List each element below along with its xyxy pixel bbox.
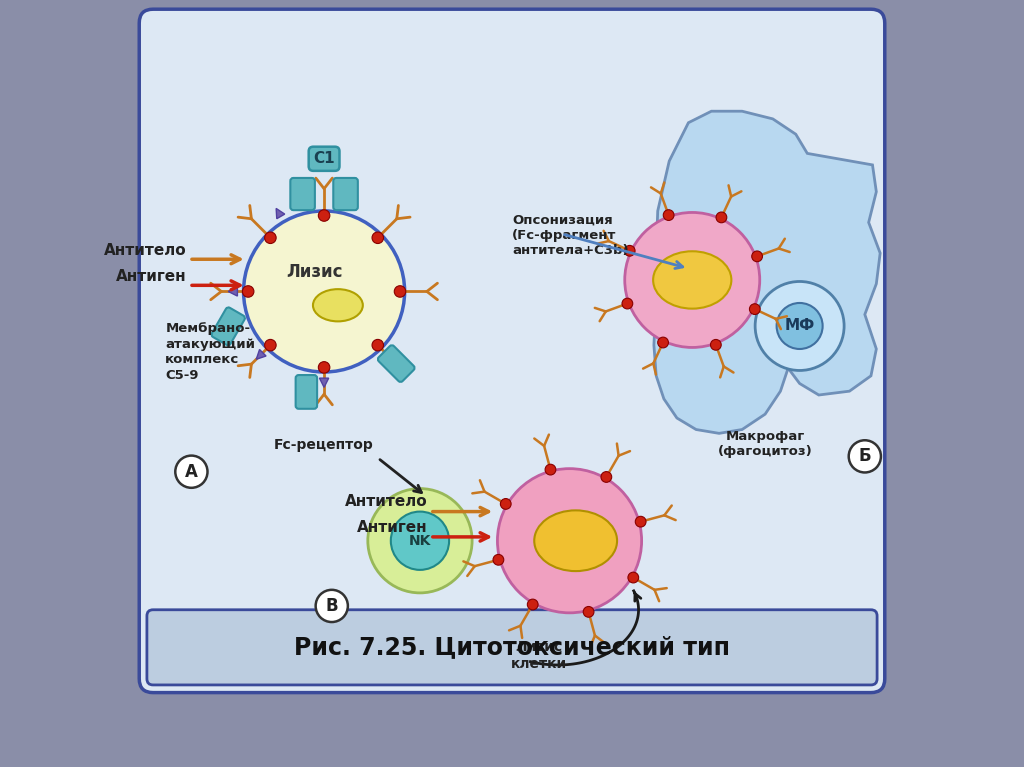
Circle shape xyxy=(372,340,384,351)
Circle shape xyxy=(849,440,881,472)
Polygon shape xyxy=(228,287,238,296)
Circle shape xyxy=(243,285,254,298)
Polygon shape xyxy=(256,350,266,359)
Circle shape xyxy=(527,599,538,610)
FancyBboxPatch shape xyxy=(139,9,885,693)
Circle shape xyxy=(716,212,727,222)
Circle shape xyxy=(752,251,763,262)
Circle shape xyxy=(625,212,760,347)
Text: Лизис: Лизис xyxy=(287,263,343,281)
Circle shape xyxy=(394,285,406,298)
Text: Антитело: Антитело xyxy=(345,494,428,509)
FancyBboxPatch shape xyxy=(212,308,245,345)
Text: МФ: МФ xyxy=(784,318,815,334)
Text: Лизис
клетки: Лизис клетки xyxy=(511,640,567,671)
Circle shape xyxy=(628,572,639,583)
Circle shape xyxy=(622,298,633,309)
Circle shape xyxy=(318,362,330,374)
Polygon shape xyxy=(654,111,881,433)
FancyBboxPatch shape xyxy=(291,178,315,210)
Circle shape xyxy=(545,464,556,475)
Text: Fc-рецептор: Fc-рецептор xyxy=(274,438,374,452)
Text: А: А xyxy=(185,463,198,481)
Circle shape xyxy=(635,516,646,527)
FancyBboxPatch shape xyxy=(378,345,415,382)
Circle shape xyxy=(372,232,384,243)
FancyBboxPatch shape xyxy=(146,610,878,685)
Text: Антиген: Антиген xyxy=(116,268,186,284)
Ellipse shape xyxy=(653,252,731,308)
Ellipse shape xyxy=(313,289,362,321)
Text: В: В xyxy=(326,597,338,615)
Circle shape xyxy=(318,209,330,222)
Circle shape xyxy=(601,472,611,482)
FancyBboxPatch shape xyxy=(296,375,317,409)
Circle shape xyxy=(776,303,822,349)
Circle shape xyxy=(501,499,511,509)
Circle shape xyxy=(664,209,674,220)
Polygon shape xyxy=(382,350,392,359)
Polygon shape xyxy=(319,378,329,387)
Text: Макрофаг
(фагоцитоз): Макрофаг (фагоцитоз) xyxy=(718,430,812,458)
Circle shape xyxy=(391,512,450,570)
FancyBboxPatch shape xyxy=(119,0,905,767)
Ellipse shape xyxy=(535,510,617,571)
Text: NK: NK xyxy=(409,534,431,548)
Circle shape xyxy=(498,469,642,613)
Polygon shape xyxy=(276,209,285,219)
FancyBboxPatch shape xyxy=(333,178,357,210)
Text: Антиген: Антиген xyxy=(357,519,428,535)
Circle shape xyxy=(315,590,348,622)
Circle shape xyxy=(657,337,669,348)
Text: Рис. 7.25. Цитотоксический тип: Рис. 7.25. Цитотоксический тип xyxy=(294,635,730,660)
Text: Мембрано-
атакующий
комплекс
С5-9: Мембрано- атакующий комплекс С5-9 xyxy=(165,322,255,382)
Text: Б: Б xyxy=(858,447,871,466)
Text: Антитело: Антитело xyxy=(104,242,186,258)
Text: С1: С1 xyxy=(313,151,335,166)
Circle shape xyxy=(368,489,472,593)
Circle shape xyxy=(584,607,594,617)
Circle shape xyxy=(493,555,504,565)
Circle shape xyxy=(264,340,276,351)
Circle shape xyxy=(750,304,760,314)
Circle shape xyxy=(625,245,635,256)
Circle shape xyxy=(175,456,208,488)
Circle shape xyxy=(755,281,844,370)
Circle shape xyxy=(264,232,276,243)
Text: Опсонизация
(Fc-фрагмент
антитела+С3b): Опсонизация (Fc-фрагмент антитела+С3b) xyxy=(512,213,629,257)
Circle shape xyxy=(244,211,404,372)
Circle shape xyxy=(711,340,721,351)
